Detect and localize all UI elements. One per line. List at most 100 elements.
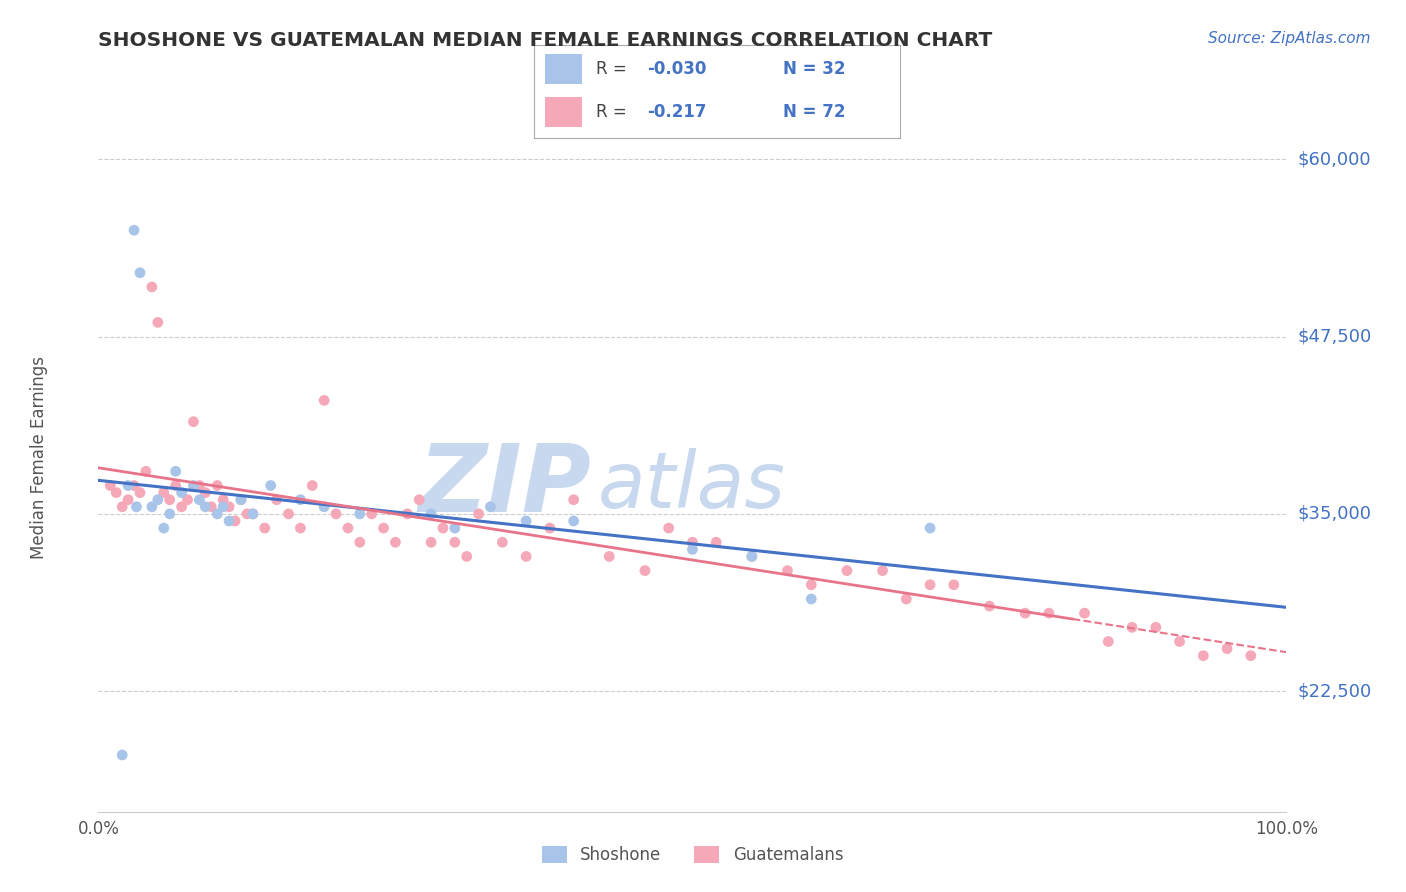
Point xyxy=(360,507,382,521)
Point xyxy=(741,549,763,564)
Point xyxy=(188,492,211,507)
Point xyxy=(1168,634,1191,648)
Point xyxy=(242,507,264,521)
Text: SHOSHONE VS GUATEMALAN MEDIAN FEMALE EARNINGS CORRELATION CHART: SHOSHONE VS GUATEMALAN MEDIAN FEMALE EAR… xyxy=(98,31,993,50)
Point xyxy=(253,521,276,535)
Point xyxy=(456,549,478,564)
Text: $47,500: $47,500 xyxy=(1298,327,1372,345)
Point xyxy=(349,507,371,521)
Point xyxy=(159,507,181,521)
Point xyxy=(444,535,467,549)
Point xyxy=(1240,648,1263,663)
Point xyxy=(183,478,205,492)
Point xyxy=(408,492,430,507)
Point xyxy=(260,478,283,492)
Point xyxy=(205,507,228,521)
Point xyxy=(224,514,246,528)
Point xyxy=(122,223,145,237)
Point xyxy=(1014,606,1036,620)
Point xyxy=(1073,606,1095,620)
Point xyxy=(183,415,205,429)
Point xyxy=(942,578,965,592)
Point xyxy=(165,464,187,478)
Point xyxy=(266,492,288,507)
Point xyxy=(800,578,823,592)
Point xyxy=(420,507,443,521)
Legend: Shoshone, Guatemalans: Shoshone, Guatemalans xyxy=(534,839,851,871)
Point xyxy=(212,492,235,507)
Point xyxy=(776,564,799,578)
Point xyxy=(314,393,336,408)
Point xyxy=(129,266,152,280)
Point xyxy=(176,492,198,507)
Point xyxy=(146,492,169,507)
Point xyxy=(562,492,585,507)
Point xyxy=(658,521,681,535)
Point xyxy=(467,507,489,521)
Text: ZIP: ZIP xyxy=(419,440,592,532)
Text: N = 32: N = 32 xyxy=(783,60,845,78)
Point xyxy=(896,592,918,607)
Point xyxy=(872,564,894,578)
Point xyxy=(314,500,336,514)
Point xyxy=(141,500,163,514)
Point xyxy=(373,521,395,535)
Point xyxy=(444,521,467,535)
Point xyxy=(129,485,152,500)
Point xyxy=(420,535,443,549)
Point xyxy=(1121,620,1143,634)
Point xyxy=(538,521,561,535)
Point xyxy=(152,521,174,535)
Point xyxy=(562,514,585,528)
Point xyxy=(634,564,657,578)
Point xyxy=(1144,620,1167,634)
Point xyxy=(152,485,174,500)
Bar xyxy=(546,97,582,127)
Point xyxy=(141,280,163,294)
Point xyxy=(242,507,264,521)
Point xyxy=(117,478,139,492)
Point xyxy=(229,492,252,507)
Point xyxy=(384,535,406,549)
Point xyxy=(117,492,139,507)
Point xyxy=(741,549,763,564)
Point xyxy=(170,485,193,500)
Point xyxy=(165,478,187,492)
Point xyxy=(1216,641,1239,656)
Point xyxy=(218,514,240,528)
Point xyxy=(146,315,169,329)
Point xyxy=(236,507,259,521)
Point xyxy=(277,507,299,521)
Point xyxy=(920,578,942,592)
Point xyxy=(125,500,148,514)
Point xyxy=(159,492,181,507)
Point xyxy=(170,500,193,514)
Point xyxy=(290,521,312,535)
Point xyxy=(515,549,537,564)
Point xyxy=(515,514,537,528)
Text: $35,000: $35,000 xyxy=(1298,505,1372,523)
Text: N = 72: N = 72 xyxy=(783,103,845,121)
Point xyxy=(1192,648,1215,663)
Point xyxy=(681,542,703,557)
Text: Source: ZipAtlas.com: Source: ZipAtlas.com xyxy=(1208,31,1371,46)
Text: R =: R = xyxy=(596,60,633,78)
Point xyxy=(432,521,454,535)
Text: Median Female Earnings: Median Female Earnings xyxy=(30,356,48,558)
Point xyxy=(98,478,121,492)
Point xyxy=(135,464,157,478)
Point xyxy=(111,747,134,762)
Text: -0.217: -0.217 xyxy=(648,103,707,121)
Text: $22,500: $22,500 xyxy=(1298,682,1372,700)
Point xyxy=(704,535,727,549)
Point xyxy=(979,599,1001,613)
Point xyxy=(349,535,371,549)
Text: -0.030: -0.030 xyxy=(648,60,707,78)
Bar xyxy=(546,54,582,84)
Point xyxy=(122,478,145,492)
Point xyxy=(111,500,134,514)
Point xyxy=(301,478,323,492)
Point xyxy=(212,500,235,514)
Point xyxy=(835,564,858,578)
Point xyxy=(1097,634,1119,648)
